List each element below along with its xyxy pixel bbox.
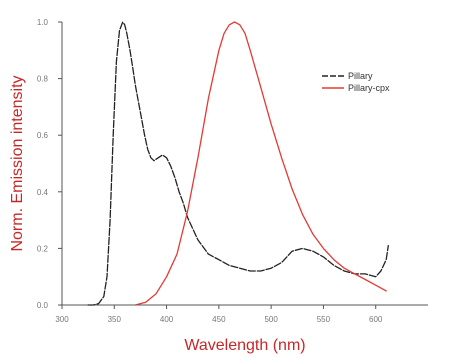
y-tick-label: 0.6 — [37, 131, 49, 140]
y-axis-ticks: 0.0 0.2 0.4 0.6 0.8 1.0 — [37, 18, 62, 310]
plot-frame — [61, 22, 428, 306]
x-axis-ticks: 300 350 400 450 500 550 600 — [55, 305, 383, 324]
y-tick-label: 1.0 — [37, 18, 49, 27]
y-tick-label: 0.4 — [37, 188, 49, 197]
x-tick-label: 550 — [317, 315, 331, 324]
x-tick-label: 350 — [108, 315, 122, 324]
series-layer — [87, 21, 389, 306]
legend-label-2: Pillary-cpx — [348, 83, 390, 93]
series-line-1 — [87, 21, 389, 306]
x-axis-title: Wavelength (nm) — [184, 337, 305, 354]
legend: Pillary Pillary-cpx — [322, 71, 390, 93]
y-axis-title: Norm. Emission intensity — [9, 75, 26, 251]
x-tick-label: 400 — [160, 315, 174, 324]
y-tick-label: 0.2 — [37, 244, 49, 253]
y-tick-label: 0.0 — [37, 301, 49, 310]
x-tick-label: 600 — [369, 315, 383, 324]
x-tick-label: 450 — [212, 315, 226, 324]
legend-label-1: Pillary — [348, 71, 373, 81]
y-tick-label: 0.8 — [37, 75, 49, 84]
x-tick-label: 300 — [55, 315, 69, 324]
x-tick-label: 500 — [264, 315, 278, 324]
series-line-2 — [134, 21, 387, 306]
